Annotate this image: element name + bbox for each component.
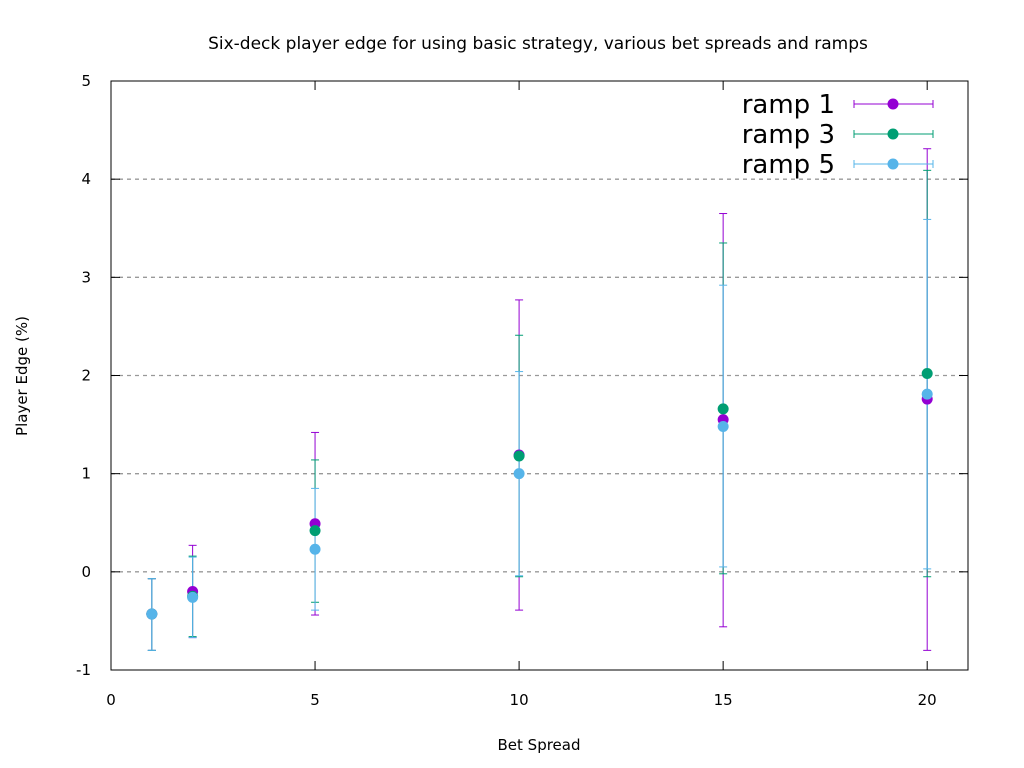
y-tick-label: 2 (81, 367, 91, 385)
y-tick-label: 4 (81, 170, 91, 188)
data-points (146, 368, 933, 620)
data-point (717, 403, 729, 415)
legend-marker (887, 128, 899, 140)
legend-marker (887, 98, 899, 110)
x-tick-label: 0 (106, 691, 116, 709)
data-point (513, 468, 525, 480)
legend-label: ramp 3 (742, 120, 835, 150)
data-point (921, 388, 933, 400)
y-tick-label: 5 (81, 72, 91, 90)
y-tick-label: 1 (81, 465, 91, 483)
axis-ticks: -1 0 1 2 3 4 5 0 5 10 15 20 (76, 72, 968, 709)
x-tick-label: 20 (918, 691, 937, 709)
y-axis-label: Player Edge (%) (13, 316, 31, 436)
y-tick-label: 3 (81, 268, 91, 286)
y-tick-label: -1 (76, 661, 91, 679)
x-tick-label: 5 (310, 691, 320, 709)
legend-label: ramp 5 (742, 150, 835, 180)
chart-title: Six-deck player edge for using basic str… (208, 34, 868, 54)
x-axis-label: Bet Spread (498, 736, 581, 754)
data-point (146, 608, 158, 620)
grid (111, 178, 968, 573)
data-point (309, 525, 321, 537)
data-point (921, 368, 933, 380)
legend-marker (887, 158, 899, 170)
error-bars (147, 148, 932, 651)
data-point (717, 421, 729, 433)
x-tick-label: 10 (510, 691, 529, 709)
x-tick-label: 15 (714, 691, 733, 709)
data-point (187, 591, 199, 603)
data-point (513, 450, 525, 462)
legend-label: ramp 1 (742, 90, 835, 120)
data-point (309, 543, 321, 555)
y-tick-label: 0 (81, 563, 91, 581)
